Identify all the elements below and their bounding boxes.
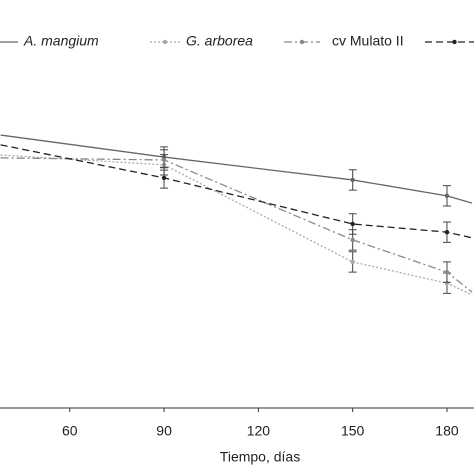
point [350, 221, 355, 227]
legend-label: A. mangium [23, 33, 99, 49]
x-axis-label: Tiempo, días [220, 449, 300, 465]
x-tick-label: 90 [156, 423, 172, 439]
legend-label: cv Mulato II [332, 33, 404, 49]
series-line [0, 134, 473, 204]
series-line [0, 154, 473, 296]
point [350, 237, 355, 243]
legend-marker [299, 39, 305, 45]
point [350, 177, 355, 183]
point [444, 269, 450, 275]
legend-marker [162, 39, 168, 45]
series-line [0, 144, 473, 239]
point [444, 193, 450, 199]
series-line [0, 157, 473, 293]
point [161, 175, 167, 181]
point [161, 157, 167, 163]
legend-marker [452, 39, 457, 45]
x-tick-label: 120 [247, 423, 271, 439]
x-tick-label: 60 [62, 423, 78, 439]
point [350, 259, 355, 265]
x-tick-label: 180 [435, 423, 459, 439]
x-tick-label: 150 [341, 423, 365, 439]
point [444, 229, 450, 235]
legend-label: G. arborea [186, 33, 253, 49]
